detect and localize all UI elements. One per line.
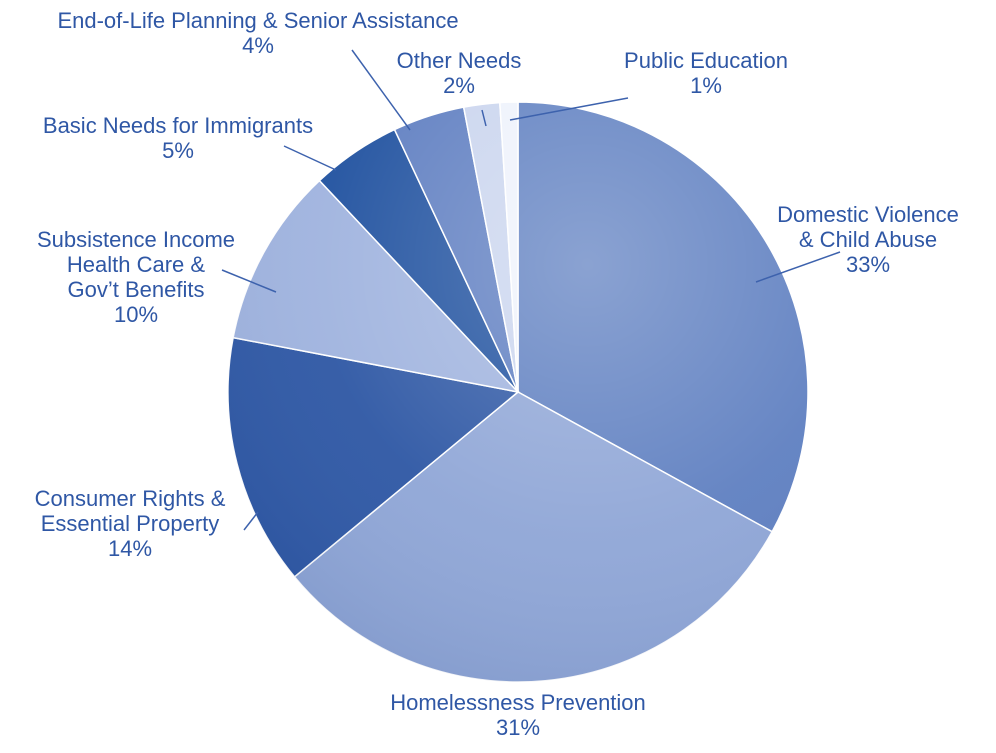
leader-line <box>509 97 629 121</box>
slice-value-label: 33% <box>846 252 890 277</box>
leader-line <box>283 145 337 171</box>
slice-label-text: End-of-Life Planning & Senior Assistance <box>57 8 458 33</box>
slice-label-text: Other Needs <box>397 48 522 73</box>
leader-lines <box>221 49 841 531</box>
slice-value-label: 2% <box>443 73 475 98</box>
slice-value-label: 4% <box>242 33 274 58</box>
slice-label-text: Domestic Violence <box>777 202 959 227</box>
leader-line <box>755 251 841 283</box>
leader-line <box>351 49 411 131</box>
leader-line <box>221 269 277 293</box>
slice-value-label: 14% <box>108 536 152 561</box>
slice-value-label: 1% <box>690 73 722 98</box>
slice-label-text: Essential Property <box>41 511 220 536</box>
slice-label-text: Subsistence Income <box>37 227 235 252</box>
slice-label: End-of-Life Planning & Senior Assistance… <box>57 8 458 58</box>
slice-value-label: 10% <box>114 302 158 327</box>
slice-label-text: Gov’t Benefits <box>68 277 205 302</box>
leader-line <box>243 511 259 531</box>
slice-value-label: 5% <box>162 138 194 163</box>
leader-line <box>481 109 487 127</box>
slice-label-text: Public Education <box>624 48 788 73</box>
slice-label-text: Basic Needs for Immigrants <box>43 113 313 138</box>
slice-label-text: Homelessness Prevention <box>390 690 646 715</box>
slice-label-text: & Child Abuse <box>799 227 937 252</box>
slice-value-label: 31% <box>496 715 540 740</box>
pie-slices <box>227 101 809 683</box>
slice-label-text: Consumer Rights & <box>35 486 226 511</box>
slice-label-text: Health Care & <box>67 252 206 277</box>
